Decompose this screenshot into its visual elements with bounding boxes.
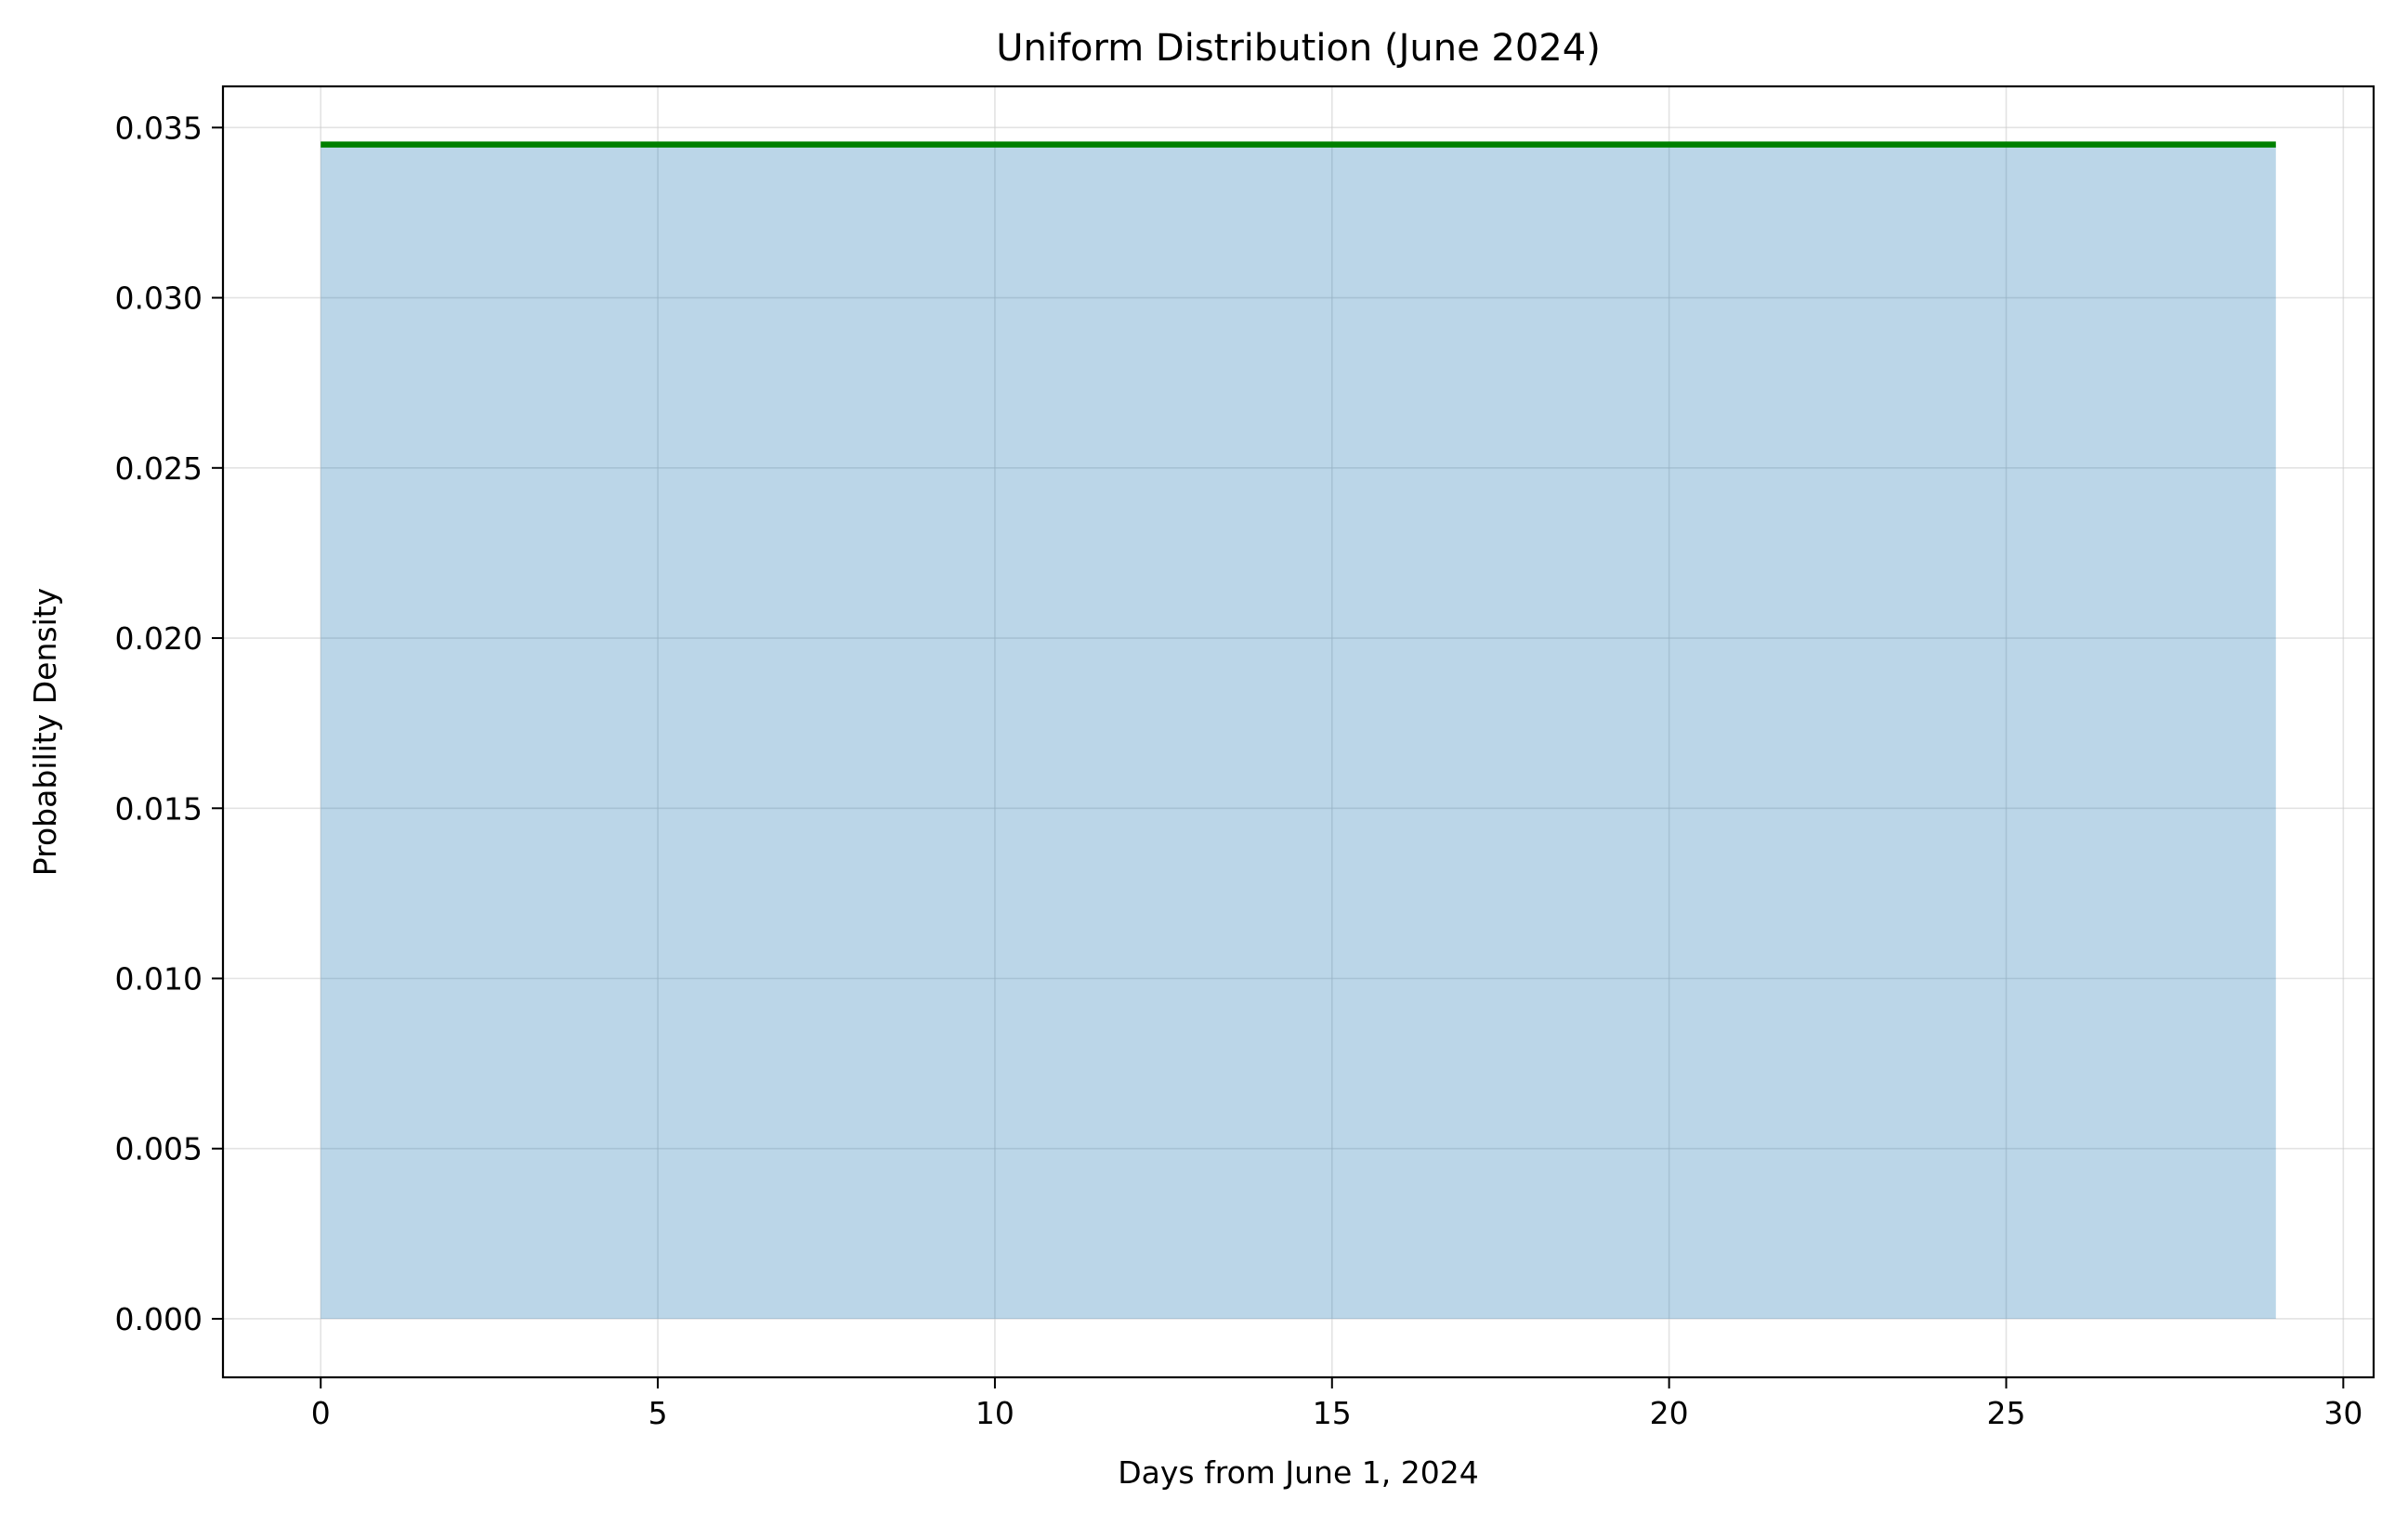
x-tick-label: 30 <box>2323 1395 2362 1431</box>
y-tick-label: 0.015 <box>115 790 203 827</box>
tick-layer: 0 5 10 15 20 25 30 0.000 0.005 0.010 0.015 0.020 0.0… <box>115 110 2363 1431</box>
y-tick-label: 0.010 <box>115 961 203 997</box>
data-layer <box>321 141 2276 1319</box>
x-tick-label: 10 <box>975 1395 1014 1431</box>
x-tick-label: 5 <box>648 1395 668 1431</box>
x-tick-label: 0 <box>311 1395 331 1431</box>
grid-layer <box>223 86 2374 1377</box>
y-tick-label: 0.000 <box>115 1301 203 1337</box>
x-tick-label: 20 <box>1650 1395 1689 1431</box>
y-tick-label: 0.025 <box>115 450 203 487</box>
axes-frame <box>221 85 2375 1379</box>
y-axis-label: Probability Density <box>27 588 63 876</box>
y-tick-label: 0.035 <box>115 110 203 146</box>
chart-title: Uniform Distribution (June 2024) <box>996 27 1601 70</box>
y-tick-label: 0.020 <box>115 620 203 657</box>
y-tick-label: 0.005 <box>115 1131 203 1167</box>
y-tick-label: 0.030 <box>115 280 203 317</box>
density-fill-area <box>321 144 2276 1319</box>
x-tick-label: 25 <box>1986 1395 2025 1431</box>
x-axis-label: Days from June 1, 2024 <box>1118 1454 1478 1491</box>
x-tick-label: 15 <box>1313 1395 1352 1431</box>
